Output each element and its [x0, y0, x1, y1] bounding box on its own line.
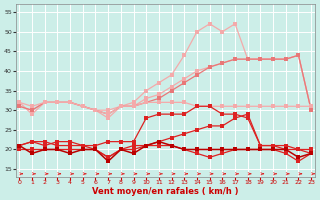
X-axis label: Vent moyen/en rafales ( km/h ): Vent moyen/en rafales ( km/h )	[92, 187, 238, 196]
